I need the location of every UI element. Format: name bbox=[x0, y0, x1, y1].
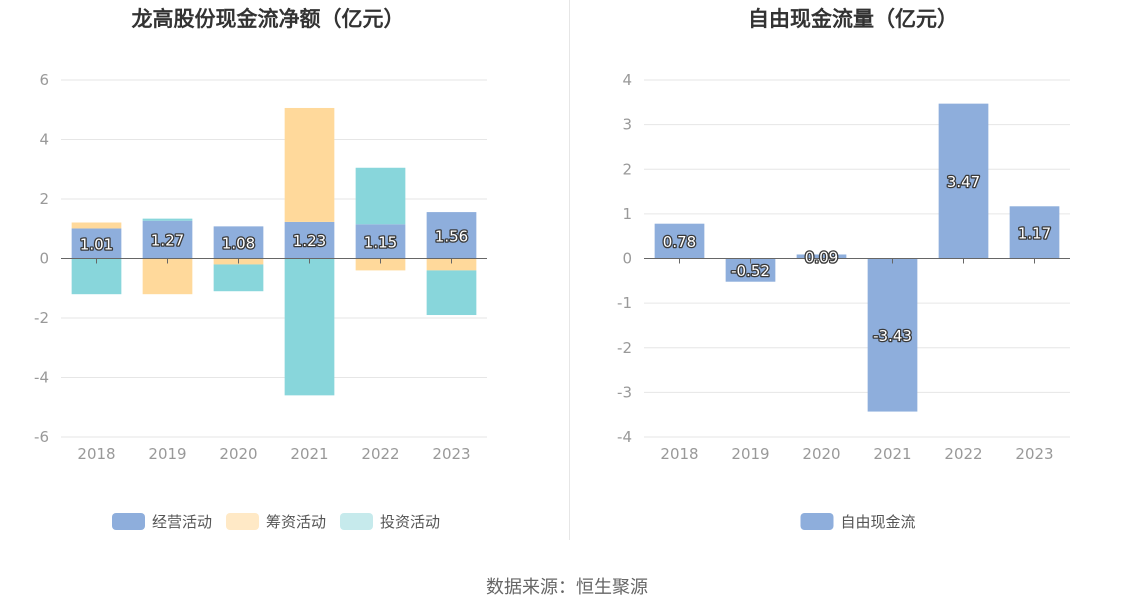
x-tick-label: 2020 bbox=[802, 445, 840, 463]
cash-flow-net-chart: 龙高股份现金流净额（亿元） 6 4 2 0 -2 -4 -6 2018 2019 2020 2021 2… bbox=[34, 7, 487, 531]
bar bbox=[355, 224, 406, 259]
y-tick-label: 4 bbox=[39, 131, 49, 149]
y-tick-label: -1 bbox=[617, 294, 632, 312]
bar bbox=[142, 218, 193, 221]
bar bbox=[654, 223, 705, 259]
x-tick-label: 2021 bbox=[873, 445, 911, 463]
bar bbox=[213, 226, 264, 259]
bar bbox=[284, 221, 335, 259]
bar bbox=[426, 212, 477, 259]
bar bbox=[1009, 206, 1060, 259]
y-tick-label: -2 bbox=[617, 339, 632, 357]
y-tick-label: 1 bbox=[622, 205, 632, 223]
bar bbox=[355, 167, 406, 225]
data-label: 1.01 bbox=[80, 235, 113, 253]
y-tick-label: 2 bbox=[622, 160, 632, 178]
chart-title: 龙高股份现金流净额（亿元） bbox=[132, 7, 405, 31]
x-tick-label: 2019 bbox=[148, 445, 186, 463]
data-label: 1.23 bbox=[293, 232, 326, 250]
bar bbox=[426, 258, 477, 271]
free-cash-flow-chart: 自由现金流量（亿元） 4 3 2 1 0 -1 -2 -3 -4 2018 2019 2020 2021 2… bbox=[617, 7, 1070, 531]
y-tick-label: -2 bbox=[34, 309, 49, 327]
x-tick-label: 2023 bbox=[432, 445, 470, 463]
x-tick-label: 2018 bbox=[660, 445, 698, 463]
legend-label: 投资活动 bbox=[380, 513, 440, 531]
bar bbox=[284, 258, 335, 396]
y-tick-label: 3 bbox=[622, 116, 632, 134]
x-tick-label: 2019 bbox=[731, 445, 769, 463]
legend-label: 经营活动 bbox=[152, 513, 212, 531]
bar bbox=[71, 258, 122, 295]
y-tick-label: 0 bbox=[622, 250, 632, 268]
legend-swatch bbox=[340, 513, 373, 530]
y-tick-label: -6 bbox=[34, 428, 49, 446]
y-tick-label: 0 bbox=[39, 250, 49, 268]
data-source-note: 数据来源：恒生聚源 bbox=[486, 577, 648, 598]
y-tick-label: 4 bbox=[622, 71, 632, 89]
data-label: 1.27 bbox=[151, 232, 184, 250]
y-tick-label: 6 bbox=[39, 71, 49, 89]
legend-swatch bbox=[112, 513, 145, 530]
y-tick-label: -4 bbox=[617, 428, 632, 446]
bar bbox=[213, 264, 264, 292]
data-label: -0.52 bbox=[731, 262, 770, 280]
data-label: 1.17 bbox=[1018, 224, 1051, 242]
bar bbox=[867, 258, 918, 412]
bar bbox=[426, 270, 477, 316]
bar bbox=[142, 258, 193, 295]
x-tick-label: 2020 bbox=[219, 445, 257, 463]
legend-label: 筹资活动 bbox=[266, 513, 326, 531]
bar bbox=[725, 258, 776, 282]
data-label: 3.47 bbox=[947, 173, 980, 191]
bar bbox=[284, 107, 335, 222]
chart-divider bbox=[569, 0, 570, 540]
y-tick-label: 2 bbox=[39, 190, 49, 208]
legend-swatch bbox=[800, 513, 834, 530]
chart-title: 自由现金流量（亿元） bbox=[748, 7, 958, 31]
x-tick-label: 2022 bbox=[361, 445, 399, 463]
y-tick-label: -3 bbox=[617, 383, 632, 401]
data-label: 1.56 bbox=[435, 227, 468, 245]
data-label: 1.15 bbox=[364, 233, 397, 251]
data-label: 0.78 bbox=[663, 233, 696, 251]
x-tick-label: 2022 bbox=[944, 445, 982, 463]
bar bbox=[938, 103, 989, 259]
data-label: -3.43 bbox=[873, 327, 912, 345]
x-tick-label: 2021 bbox=[290, 445, 328, 463]
legend-swatch bbox=[226, 513, 259, 530]
bar bbox=[71, 228, 122, 259]
data-label: 0.09 bbox=[805, 248, 838, 266]
bar bbox=[796, 254, 847, 259]
bar bbox=[71, 222, 122, 229]
bar bbox=[355, 258, 406, 271]
data-label: 1.08 bbox=[222, 234, 255, 252]
bar bbox=[142, 220, 193, 259]
y-tick-label: -4 bbox=[34, 369, 49, 387]
x-tick-label: 2018 bbox=[77, 445, 115, 463]
legend-label: 自由现金流 bbox=[841, 513, 916, 531]
x-tick-label: 2023 bbox=[1015, 445, 1053, 463]
